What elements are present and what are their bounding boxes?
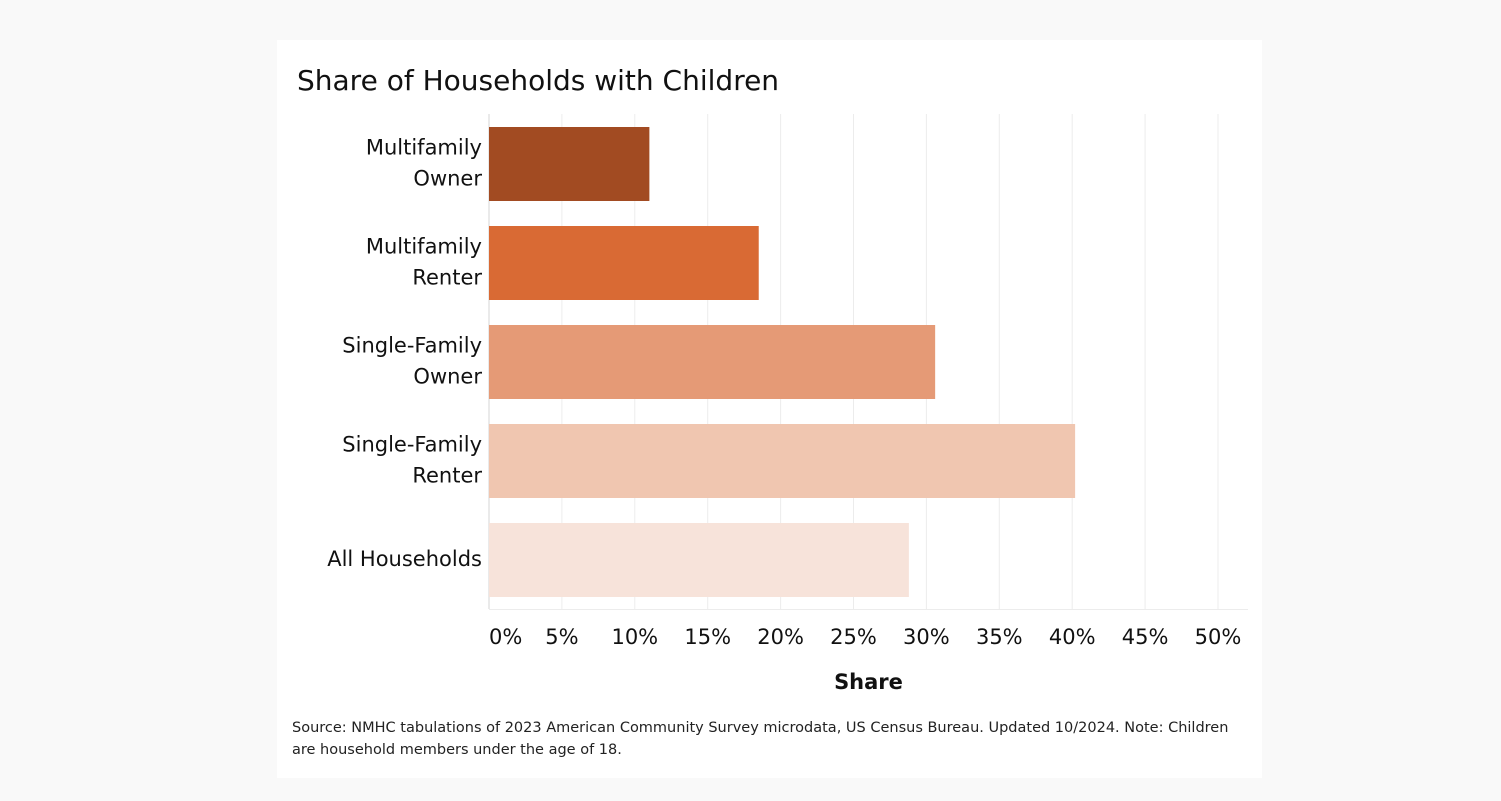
category-label: Single-Family Renter (342, 433, 482, 488)
x-tick-label: 5% (545, 625, 578, 649)
bar[interactable] (489, 523, 909, 597)
x-tick-label: 20% (757, 625, 804, 649)
category-labels: Multifamily Owner Multifamily Renter Single-… (327, 136, 482, 572)
x-tick-label: 40% (1049, 625, 1096, 649)
x-tick-label: 30% (903, 625, 950, 649)
bars (489, 127, 1076, 597)
x-axis-title: Share (834, 670, 903, 694)
x-tick-label: 50% (1195, 625, 1242, 649)
bar[interactable] (489, 226, 759, 300)
category-label: Multifamily Renter (366, 235, 483, 290)
category-label: Multifamily Owner (366, 136, 483, 191)
x-axis-ticks: 0% 5% 10% 15% 20% 25% 30% 35% 40% 45% 50% (489, 625, 1241, 649)
chart-card: Share of Households with Children Multif… (277, 40, 1262, 778)
x-tick-label: 10% (611, 625, 658, 649)
chart-title: Share of Households with Children (297, 64, 780, 97)
bar[interactable] (489, 127, 650, 201)
x-tick-label: 0% (489, 625, 522, 649)
x-tick-label: 15% (684, 625, 731, 649)
source-note: Source: NMHC tabulations of 2023 America… (292, 720, 1229, 758)
category-label: Single-Family Owner (342, 334, 482, 389)
category-label: All Households (327, 547, 482, 571)
bar-chart: Multifamily Owner Multifamily Renter Single-… (327, 114, 1248, 694)
bar[interactable] (489, 325, 936, 399)
bar[interactable] (489, 424, 1076, 498)
x-tick-label: 45% (1122, 625, 1169, 649)
x-tick-label: 35% (976, 625, 1023, 649)
x-tick-label: 25% (830, 625, 877, 649)
